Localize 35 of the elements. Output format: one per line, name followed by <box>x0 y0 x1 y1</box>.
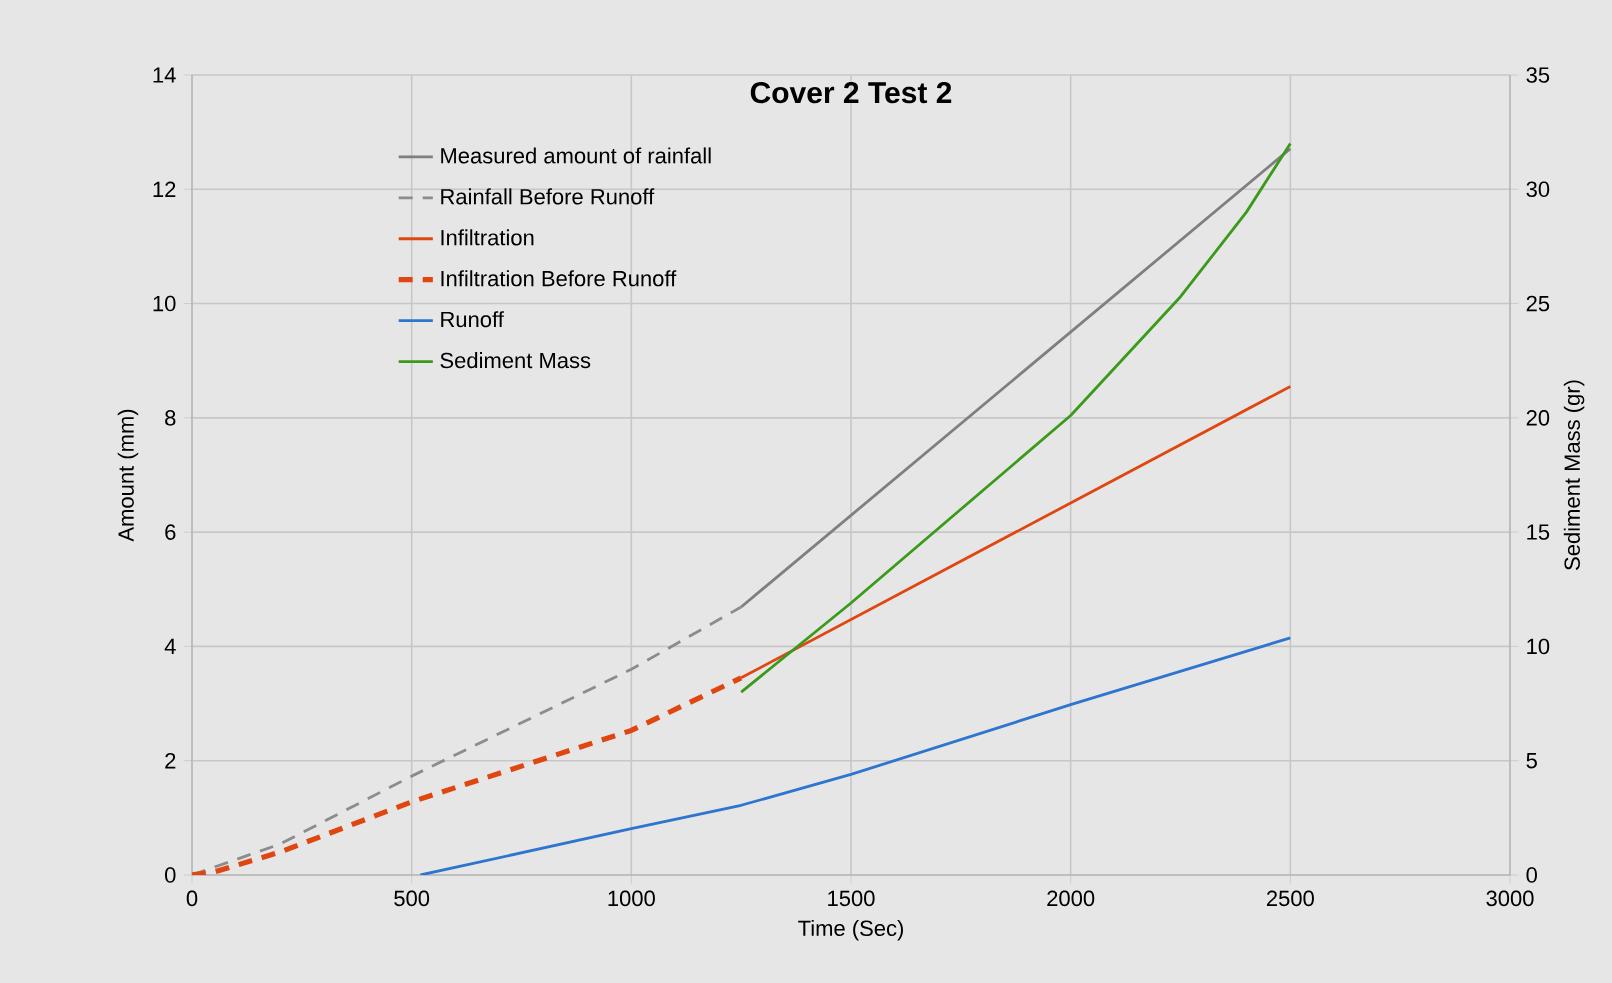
y-tick-label: 2 <box>165 753 176 769</box>
x-tick-label: 0 <box>186 890 198 907</box>
x-tick-label: 3000 <box>1486 890 1534 907</box>
x-tick-label: 2500 <box>1266 890 1314 907</box>
y-tick-label: 12 <box>153 181 176 197</box>
legend-label: Sediment Mass <box>440 352 591 369</box>
legend-label: Infiltration <box>441 229 534 246</box>
legend-label: Infiltration Before Runoff <box>441 270 677 287</box>
chart-title: Cover 2 Test 2 <box>750 82 952 104</box>
x-tick-label: 500 <box>394 890 430 907</box>
y-axis-title: Amount (mm) <box>117 409 139 542</box>
y-tick-label: 0 <box>165 867 176 883</box>
y2-tick-label: 5 <box>1526 753 1537 769</box>
y2-tick-label: 20 <box>1526 410 1550 426</box>
y-tick-label: 10 <box>153 295 176 312</box>
y2-tick-label: 35 <box>1526 67 1550 83</box>
legend-label: Runoff <box>441 311 504 328</box>
y-tick-label: 8 <box>165 410 176 426</box>
legend-label: Rainfall Before Runoff <box>441 188 655 205</box>
line-series <box>419 636 1292 875</box>
x-tick-label: 1000 <box>608 890 655 907</box>
y2-tick-label: 10 <box>1527 638 1550 655</box>
y2-tick-label: 15 <box>1527 524 1550 540</box>
x-tick-label: 2000 <box>1047 890 1095 907</box>
legend-label: Measured amount of rainfall <box>441 147 711 164</box>
line-series <box>739 142 1292 694</box>
x-axis-title: Time (Sec) <box>798 919 903 941</box>
y2-axis-title: Sediment Mass (gr) <box>1563 380 1585 570</box>
y2-tick-label: 0 <box>1526 867 1537 883</box>
y2-tick-label: 25 <box>1526 295 1550 312</box>
y2-tick-label: 30 <box>1526 181 1550 198</box>
y-tick-label: 4 <box>164 638 176 654</box>
y-tick-label: 6 <box>165 524 176 540</box>
x-tick-label: 1500 <box>828 890 875 907</box>
y-tick-label: 14 <box>153 67 176 83</box>
